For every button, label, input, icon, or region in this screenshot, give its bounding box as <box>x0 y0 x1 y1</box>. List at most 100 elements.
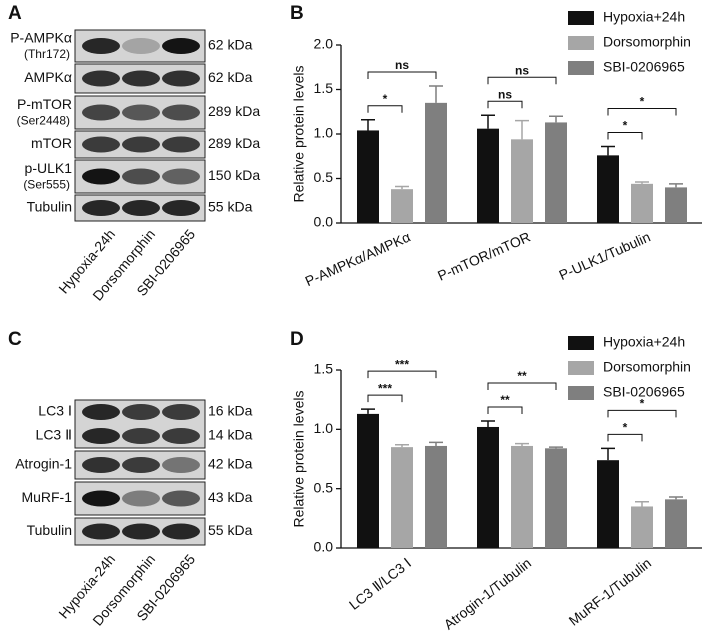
significance-label: * <box>623 119 628 133</box>
size-label: 62 kDa <box>208 37 253 53</box>
size-label: 42 kDa <box>208 456 253 472</box>
blot-band <box>122 428 160 444</box>
error-bar <box>395 185 409 190</box>
x-tick-label: P-AMPKα/AMPKα <box>303 229 413 290</box>
size-label: 14 kDa <box>208 427 253 443</box>
error-bar <box>395 444 409 448</box>
x-tick-label: P-mTOR/mTOR <box>435 229 533 284</box>
protein-label: P-AMPKα <box>10 30 72 46</box>
error-bar <box>601 145 615 156</box>
y-axis-label: Relative protein levels <box>291 66 307 203</box>
blot-band <box>122 404 160 420</box>
legend-label: SBI-0206965 <box>603 59 685 75</box>
blot-band <box>162 490 200 507</box>
blot-band <box>82 490 120 507</box>
significance-bracket <box>487 100 523 109</box>
blot-band <box>122 523 160 540</box>
size-label: 55 kDa <box>208 522 253 538</box>
error-bar <box>429 441 443 446</box>
blot-band <box>82 70 120 87</box>
error-bar <box>669 183 683 188</box>
blot-band <box>82 200 120 216</box>
error-bar <box>429 85 443 103</box>
significance-bracket <box>487 76 557 85</box>
error-bar <box>361 408 375 414</box>
legend-label: SBI-0206965 <box>603 384 685 400</box>
significance-label: *** <box>378 381 392 395</box>
y-tick-label: 1.5 <box>314 361 334 377</box>
bar <box>631 183 653 223</box>
bar <box>477 426 499 548</box>
blot-band <box>162 70 200 87</box>
y-tick-label: 1.0 <box>314 420 334 436</box>
x-tick-label: MuRF-1/Tubulin <box>566 555 655 629</box>
y-tick-label: 0.5 <box>314 479 334 495</box>
legend-swatch <box>568 61 594 75</box>
legend-swatch <box>568 11 594 25</box>
error-bar <box>515 442 529 446</box>
protein-label: AMPKα <box>24 69 72 85</box>
legend-label: Hypoxia+24h <box>603 9 685 25</box>
blot-band <box>162 523 200 540</box>
bar <box>545 448 567 548</box>
protein-label: p-ULK1 <box>25 160 73 176</box>
blot-band <box>162 404 200 420</box>
y-tick-label: 0.0 <box>314 214 334 230</box>
blot-band <box>122 38 160 54</box>
bar <box>391 447 413 548</box>
blot-band <box>82 136 120 153</box>
significance-label: ns <box>395 58 409 72</box>
blot-band <box>82 523 120 540</box>
size-label: 289 kDa <box>208 103 260 119</box>
blot-band <box>82 457 120 473</box>
significance-bracket <box>367 105 403 113</box>
bar <box>425 102 447 223</box>
significance-bracket <box>607 433 643 442</box>
error-bar <box>635 181 649 184</box>
y-tick-label: 1.0 <box>314 125 334 141</box>
blot-band <box>82 428 120 444</box>
significance-bracket <box>607 131 643 140</box>
y-tick-label: 1.5 <box>314 80 334 96</box>
protein-sublabel: (Ser555) <box>23 178 70 192</box>
size-label: 43 kDa <box>208 489 253 505</box>
protein-label: mTOR <box>31 135 72 151</box>
significance-label: * <box>383 92 388 106</box>
size-label: 55 kDa <box>208 199 253 215</box>
error-bar <box>601 447 615 461</box>
bar <box>545 122 567 223</box>
protein-label: LC3 Ⅰ <box>38 403 72 419</box>
significance-label: * <box>623 420 628 434</box>
bar <box>597 460 619 548</box>
blot-band <box>82 168 120 185</box>
size-label: 289 kDa <box>208 135 260 151</box>
blot-band <box>82 38 120 54</box>
y-tick-label: 0.5 <box>314 169 334 185</box>
blot-band <box>162 168 200 185</box>
protein-sublabel: (Thr172) <box>24 47 70 61</box>
blot-band <box>82 104 120 121</box>
bar <box>357 130 379 223</box>
protein-label: Tubulin <box>27 522 72 538</box>
error-bar <box>549 115 563 123</box>
blot-band <box>162 457 200 473</box>
blot-band <box>122 457 160 473</box>
significance-bracket <box>487 406 523 415</box>
protein-label: Atrogin-1 <box>15 456 72 472</box>
significance-label: *** <box>395 357 409 371</box>
significance-label: ns <box>515 63 529 77</box>
blot-band <box>162 200 200 216</box>
panel-label: C <box>8 329 22 350</box>
error-bar <box>669 496 683 500</box>
blot-band <box>122 168 160 185</box>
protein-label: MuRF-1 <box>21 489 72 505</box>
panel-label: D <box>290 329 304 350</box>
error-bar <box>635 500 649 507</box>
legend-swatch <box>568 386 594 400</box>
x-tick-label: P-ULK1/Tubulin <box>556 229 652 284</box>
bar <box>665 187 687 223</box>
legend-label: Dorsomorphin <box>603 359 691 375</box>
size-label: 16 kDa <box>208 403 253 419</box>
error-bar <box>481 114 495 129</box>
x-tick-label: LC3 Ⅱ/LC3 Ⅰ <box>346 555 414 613</box>
